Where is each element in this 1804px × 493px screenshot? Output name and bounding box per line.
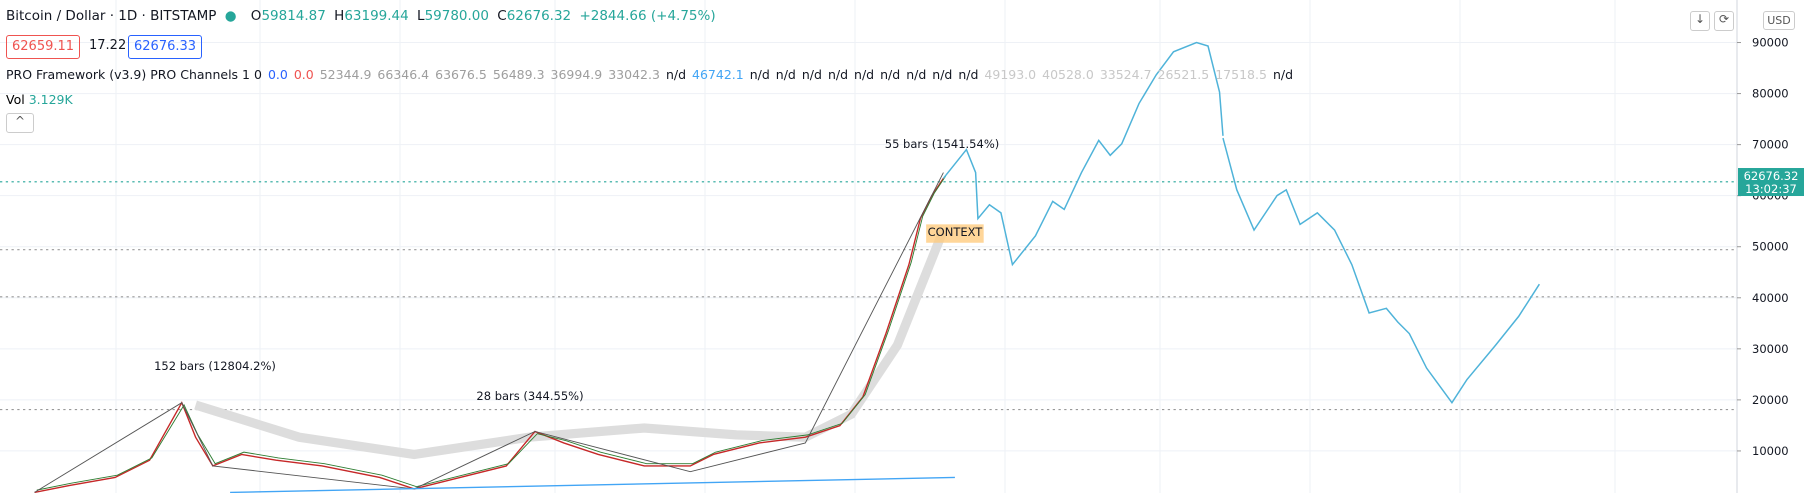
volume-value: 3.129K xyxy=(28,92,73,107)
indicator-value: n/d xyxy=(665,67,687,82)
indicator-value: n/d xyxy=(749,67,770,82)
annotation: CONTEXT xyxy=(928,225,984,239)
indicator-value: n/d xyxy=(854,67,875,82)
annotation: 152 bars (12804.2%) xyxy=(154,359,276,373)
label: H xyxy=(334,8,345,24)
sell-button[interactable]: 62659.11 xyxy=(6,35,81,59)
y-tick-label: 70000 xyxy=(1752,138,1789,152)
volume-legend: Vol 3.129K xyxy=(6,92,73,107)
label: O xyxy=(250,8,262,24)
refresh-button[interactable]: ⟳ xyxy=(1714,11,1734,31)
indicator-value: 52344.9 xyxy=(319,67,372,82)
indicator-legend: PRO Framework (v3.9) PRO Channels 1 0 0.0… xyxy=(6,67,1299,82)
symbol: Bitcoin / Dollar · 1D · BITSTAMP xyxy=(6,8,217,24)
indicator-value: n/d xyxy=(906,67,927,82)
indicator-value: n/d xyxy=(880,67,901,82)
indicator-value: 40528.0 xyxy=(1042,67,1094,82)
y-tick-label: 50000 xyxy=(1752,240,1789,254)
y-tick-label: 20000 xyxy=(1752,393,1789,407)
download-button[interactable]: ↓ xyxy=(1690,11,1710,31)
indicator-value: n/d xyxy=(827,67,849,82)
y-tick-label: 80000 xyxy=(1752,87,1789,101)
spread: 17.22 xyxy=(89,38,127,53)
y-tick-label: 40000 xyxy=(1752,291,1789,305)
countdown: 13:02:37 xyxy=(1745,182,1797,196)
high: 63199.44 xyxy=(344,8,409,24)
indicator-value: n/d xyxy=(801,67,822,82)
indicator-value: 66346.4 xyxy=(377,67,430,82)
indicator-value: n/d xyxy=(932,67,953,82)
status-dot: ● xyxy=(224,8,237,24)
indicator-value: n/d xyxy=(775,67,796,82)
drawing xyxy=(0,41,1738,493)
indicator-value: 63676.5 xyxy=(435,67,487,82)
indicator-name: PRO Framework (v3.9) PRO Channels 1 0 xyxy=(6,67,262,82)
indicator-value: 49193.0 xyxy=(984,67,1037,82)
symbol-header: Bitcoin / Dollar · 1D · BITSTAMP ● O5981… xyxy=(6,8,720,24)
currency-button[interactable]: USD xyxy=(1763,11,1795,30)
close: 62676.32 xyxy=(506,8,572,24)
label: L xyxy=(417,8,425,24)
indicator-value: 33042.3 xyxy=(608,67,660,82)
y-tick-label: 30000 xyxy=(1752,342,1789,356)
y-tick-label: 90000 xyxy=(1752,36,1789,50)
indicator-value: 26521.5 xyxy=(1157,67,1210,82)
label: C xyxy=(497,8,507,24)
annotation: 55 bars (1541.54%) xyxy=(885,137,999,151)
buy-button[interactable]: 62676.33 xyxy=(128,35,203,59)
low: 59780.00 xyxy=(424,8,489,24)
annotation: 28 bars (344.55%) xyxy=(476,389,583,403)
indicator-value: 56489.3 xyxy=(492,67,545,82)
last-price: 62676.32 xyxy=(1744,169,1799,183)
indicator-value: 46742.1 xyxy=(692,67,744,82)
change: +2844.66 (+4.75%) xyxy=(579,8,716,24)
indicator-value: 17518.5 xyxy=(1215,67,1267,82)
indicator-value: n/d xyxy=(958,67,979,82)
indicator-value: 36994.9 xyxy=(550,67,603,82)
indicator-value: 0.0 xyxy=(293,67,314,82)
indicator-value: 0.0 xyxy=(267,67,288,82)
price-label-bg xyxy=(1738,168,1804,197)
y-tick-label: 10000 xyxy=(1752,444,1789,458)
label: Vol xyxy=(6,92,25,107)
indicator-value: 33524.7 xyxy=(1099,67,1152,82)
indicator-value: n/d xyxy=(1272,67,1294,82)
open: 59814.87 xyxy=(261,8,326,24)
collapse-button[interactable]: ^ xyxy=(6,113,34,133)
